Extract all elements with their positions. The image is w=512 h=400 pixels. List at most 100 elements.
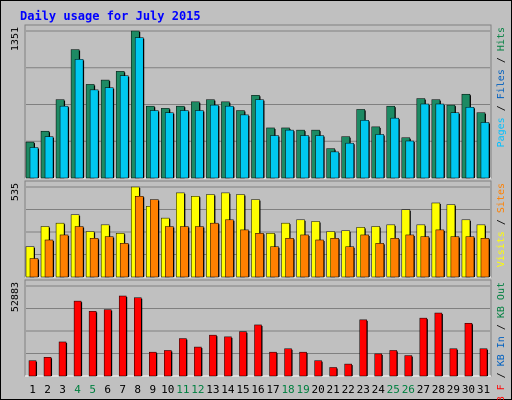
x-tick-label-day-22: 22 — [342, 383, 355, 396]
bar-pages-day-13 — [210, 104, 219, 179]
bar-kb-f-day-22 — [344, 363, 352, 377]
bar-sites-day-10 — [165, 226, 174, 278]
bar-kb-f-day-5 — [88, 311, 97, 377]
bar-sites-day-2 — [44, 239, 54, 278]
legend-entry: Visits — [496, 231, 507, 267]
bar-pages-day-31 — [480, 122, 490, 179]
bar-sites-day-28 — [435, 229, 445, 278]
x-tick-label-day-12: 12 — [191, 383, 204, 396]
legend-entry: Files — [496, 69, 507, 99]
bar-pages-day-3 — [59, 105, 69, 179]
legend-entry: Sites — [496, 183, 507, 213]
bar-sites-day-25 — [390, 238, 400, 278]
bar-kb-f-day-11 — [179, 338, 187, 377]
bar-sites-day-18 — [285, 238, 294, 278]
panel-hits: 1351 Pages / Files / Hits — [10, 24, 507, 179]
bar-sites-day-8 — [134, 196, 144, 278]
bar-kb-f-day-14 — [224, 336, 232, 377]
bar-kb-f-day-20 — [314, 360, 322, 377]
x-tick-label-day-5: 5 — [89, 383, 96, 396]
x-axis-day-labels: 1 2 3 4 5 6 7 8 9 10 11 12 13 14 15 16 17 18 19 20 21 22 23 24 2… — [29, 383, 490, 396]
bar-pages-day-27 — [420, 103, 430, 179]
x-tick-label-day-14: 14 — [221, 383, 235, 396]
bar-kb-f-day-24 — [374, 353, 383, 377]
bar-pages-day-18 — [285, 129, 294, 179]
legend-entry: / — [496, 51, 507, 69]
bar-pages-day-29 — [450, 112, 460, 179]
legend-entry: / — [496, 99, 507, 117]
bar-kb-f-day-28 — [434, 312, 443, 377]
panel-visits-ymax-label: 535 — [10, 183, 21, 201]
bar-sites-day-19 — [300, 234, 309, 278]
bar-kb-f-day-7 — [118, 295, 127, 377]
bar-sites-day-26 — [405, 234, 415, 278]
x-tick-label-day-16: 16 — [251, 383, 264, 396]
bar-pages-day-1 — [29, 147, 39, 179]
x-tick-label-day-25: 25 — [387, 383, 400, 396]
panel-visits: 535 Visits / Sites — [10, 180, 507, 278]
bar-pages-day-25 — [390, 117, 400, 179]
x-tick-label-day-9: 9 — [149, 383, 156, 396]
bar-kb-f-day-27 — [419, 317, 428, 377]
bar-kb-f-day-6 — [103, 309, 112, 377]
bar-sites-day-12 — [195, 226, 204, 278]
x-tick-label-day-28: 28 — [432, 383, 445, 396]
x-tick-label-day-2: 2 — [44, 383, 51, 396]
legend-entry: / — [496, 213, 507, 231]
bar-pages-day-6 — [104, 87, 114, 179]
bar-sites-day-22 — [345, 246, 354, 278]
bar-sites-day-3 — [59, 234, 69, 278]
bar-kb-f-day-30 — [464, 322, 473, 377]
bar-sites-day-20 — [315, 239, 324, 278]
bar-sites-day-24 — [375, 243, 384, 278]
bar-pages-day-12 — [195, 110, 204, 179]
x-tick-label-day-3: 3 — [59, 383, 66, 396]
bar-pages-day-15 — [240, 114, 249, 179]
x-tick-label-day-24: 24 — [372, 383, 386, 396]
x-tick-label-day-15: 15 — [236, 383, 249, 396]
bar-kb-f-day-17 — [269, 351, 277, 377]
legend-entry: Pages — [496, 117, 507, 147]
bar-pages-day-19 — [300, 135, 309, 179]
bar-pages-day-30 — [465, 107, 475, 179]
x-tick-label-day-30: 30 — [462, 383, 475, 396]
bar-sites-day-15 — [240, 229, 249, 278]
x-tick-label-day-8: 8 — [134, 383, 141, 396]
x-tick-label-day-11: 11 — [176, 383, 189, 396]
bar-sites-day-29 — [450, 236, 460, 278]
bar-kb-f-day-31 — [479, 348, 488, 377]
x-tick-label-day-10: 10 — [161, 383, 174, 396]
bar-kb-f-day-10 — [164, 350, 172, 377]
bar-kb-f-day-19 — [299, 351, 307, 377]
bar-pages-day-16 — [255, 99, 264, 179]
x-tick-label-day-20: 20 — [312, 383, 325, 396]
bar-kb-f-day-29 — [449, 348, 458, 377]
bar-pages-day-20 — [315, 135, 324, 179]
panel-hits-legend: Pages / Files / Hits — [496, 27, 507, 147]
x-tick-label-day-31: 31 — [477, 383, 490, 396]
x-tick-label-day-26: 26 — [402, 383, 415, 396]
bar-kb-f-day-1 — [28, 360, 37, 377]
bar-pages-day-5 — [89, 89, 99, 179]
bar-sites-day-31 — [480, 238, 490, 278]
bar-sites-day-11 — [180, 226, 189, 278]
legend-entry: / — [496, 318, 507, 336]
bar-kb-f-day-8 — [133, 297, 142, 377]
bar-sites-day-23 — [360, 234, 369, 278]
bar-sites-day-30 — [465, 236, 475, 278]
bar-sites-day-17 — [270, 246, 279, 278]
x-tick-label-day-7: 7 — [119, 383, 126, 396]
bar-pages-day-10 — [165, 112, 174, 179]
bar-sites-day-16 — [255, 233, 264, 278]
bar-kb-f-day-18 — [284, 348, 292, 377]
legend-entry: Hits — [496, 27, 507, 51]
bar-pages-day-24 — [375, 134, 384, 179]
bar-kb-f-day-21 — [329, 367, 337, 377]
bar-kb-f-day-15 — [239, 331, 247, 377]
x-tick-label-day-6: 6 — [104, 383, 111, 396]
bar-pages-day-8 — [134, 37, 144, 179]
bar-kb-f-day-16 — [254, 324, 262, 377]
